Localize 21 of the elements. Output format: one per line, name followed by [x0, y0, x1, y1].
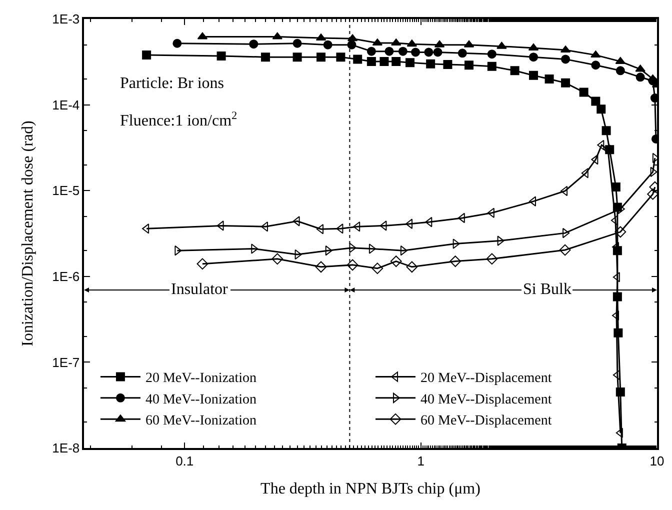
y-tick-label: 1E-8: [52, 440, 80, 456]
annotation: Fluence:1 ion/cm$^{2}$: [120, 110, 238, 130]
y-tick-label: 1E-4: [52, 97, 80, 112]
legend-label: 60 MeV--Displacement: [420, 414, 552, 429]
y-axis-title: Ionization/Displacement dose (rad): [20, 120, 37, 346]
legend-label: 40 MeV--Ionization: [145, 392, 257, 408]
annotation: Particle: Br ions: [120, 75, 224, 92]
y-tick-label: 1E-7: [52, 354, 80, 370]
x-axis-title: The depth in NPN BJTs chip (μm): [260, 480, 480, 498]
x-tick-label: 1: [417, 453, 424, 468]
y-tick-label: 1E-3: [52, 12, 80, 27]
legend-label: 60 MeV--Ionization: [145, 414, 257, 429]
legend-label: 20 MeV--Ionization: [145, 371, 257, 386]
legend-label: 40 MeV--Displacement: [420, 392, 552, 408]
x-tick-label: 10: [650, 453, 664, 468]
y-tick-label: 1E-6: [52, 268, 80, 284]
annotation: Si Bulk: [523, 281, 572, 298]
x-tick-label: 0.1: [176, 453, 194, 468]
legend-label: 20 MeV--Displacement: [420, 371, 552, 386]
y-tick-label: 1E-5: [52, 183, 80, 198]
annotation: Insulator: [171, 281, 229, 298]
